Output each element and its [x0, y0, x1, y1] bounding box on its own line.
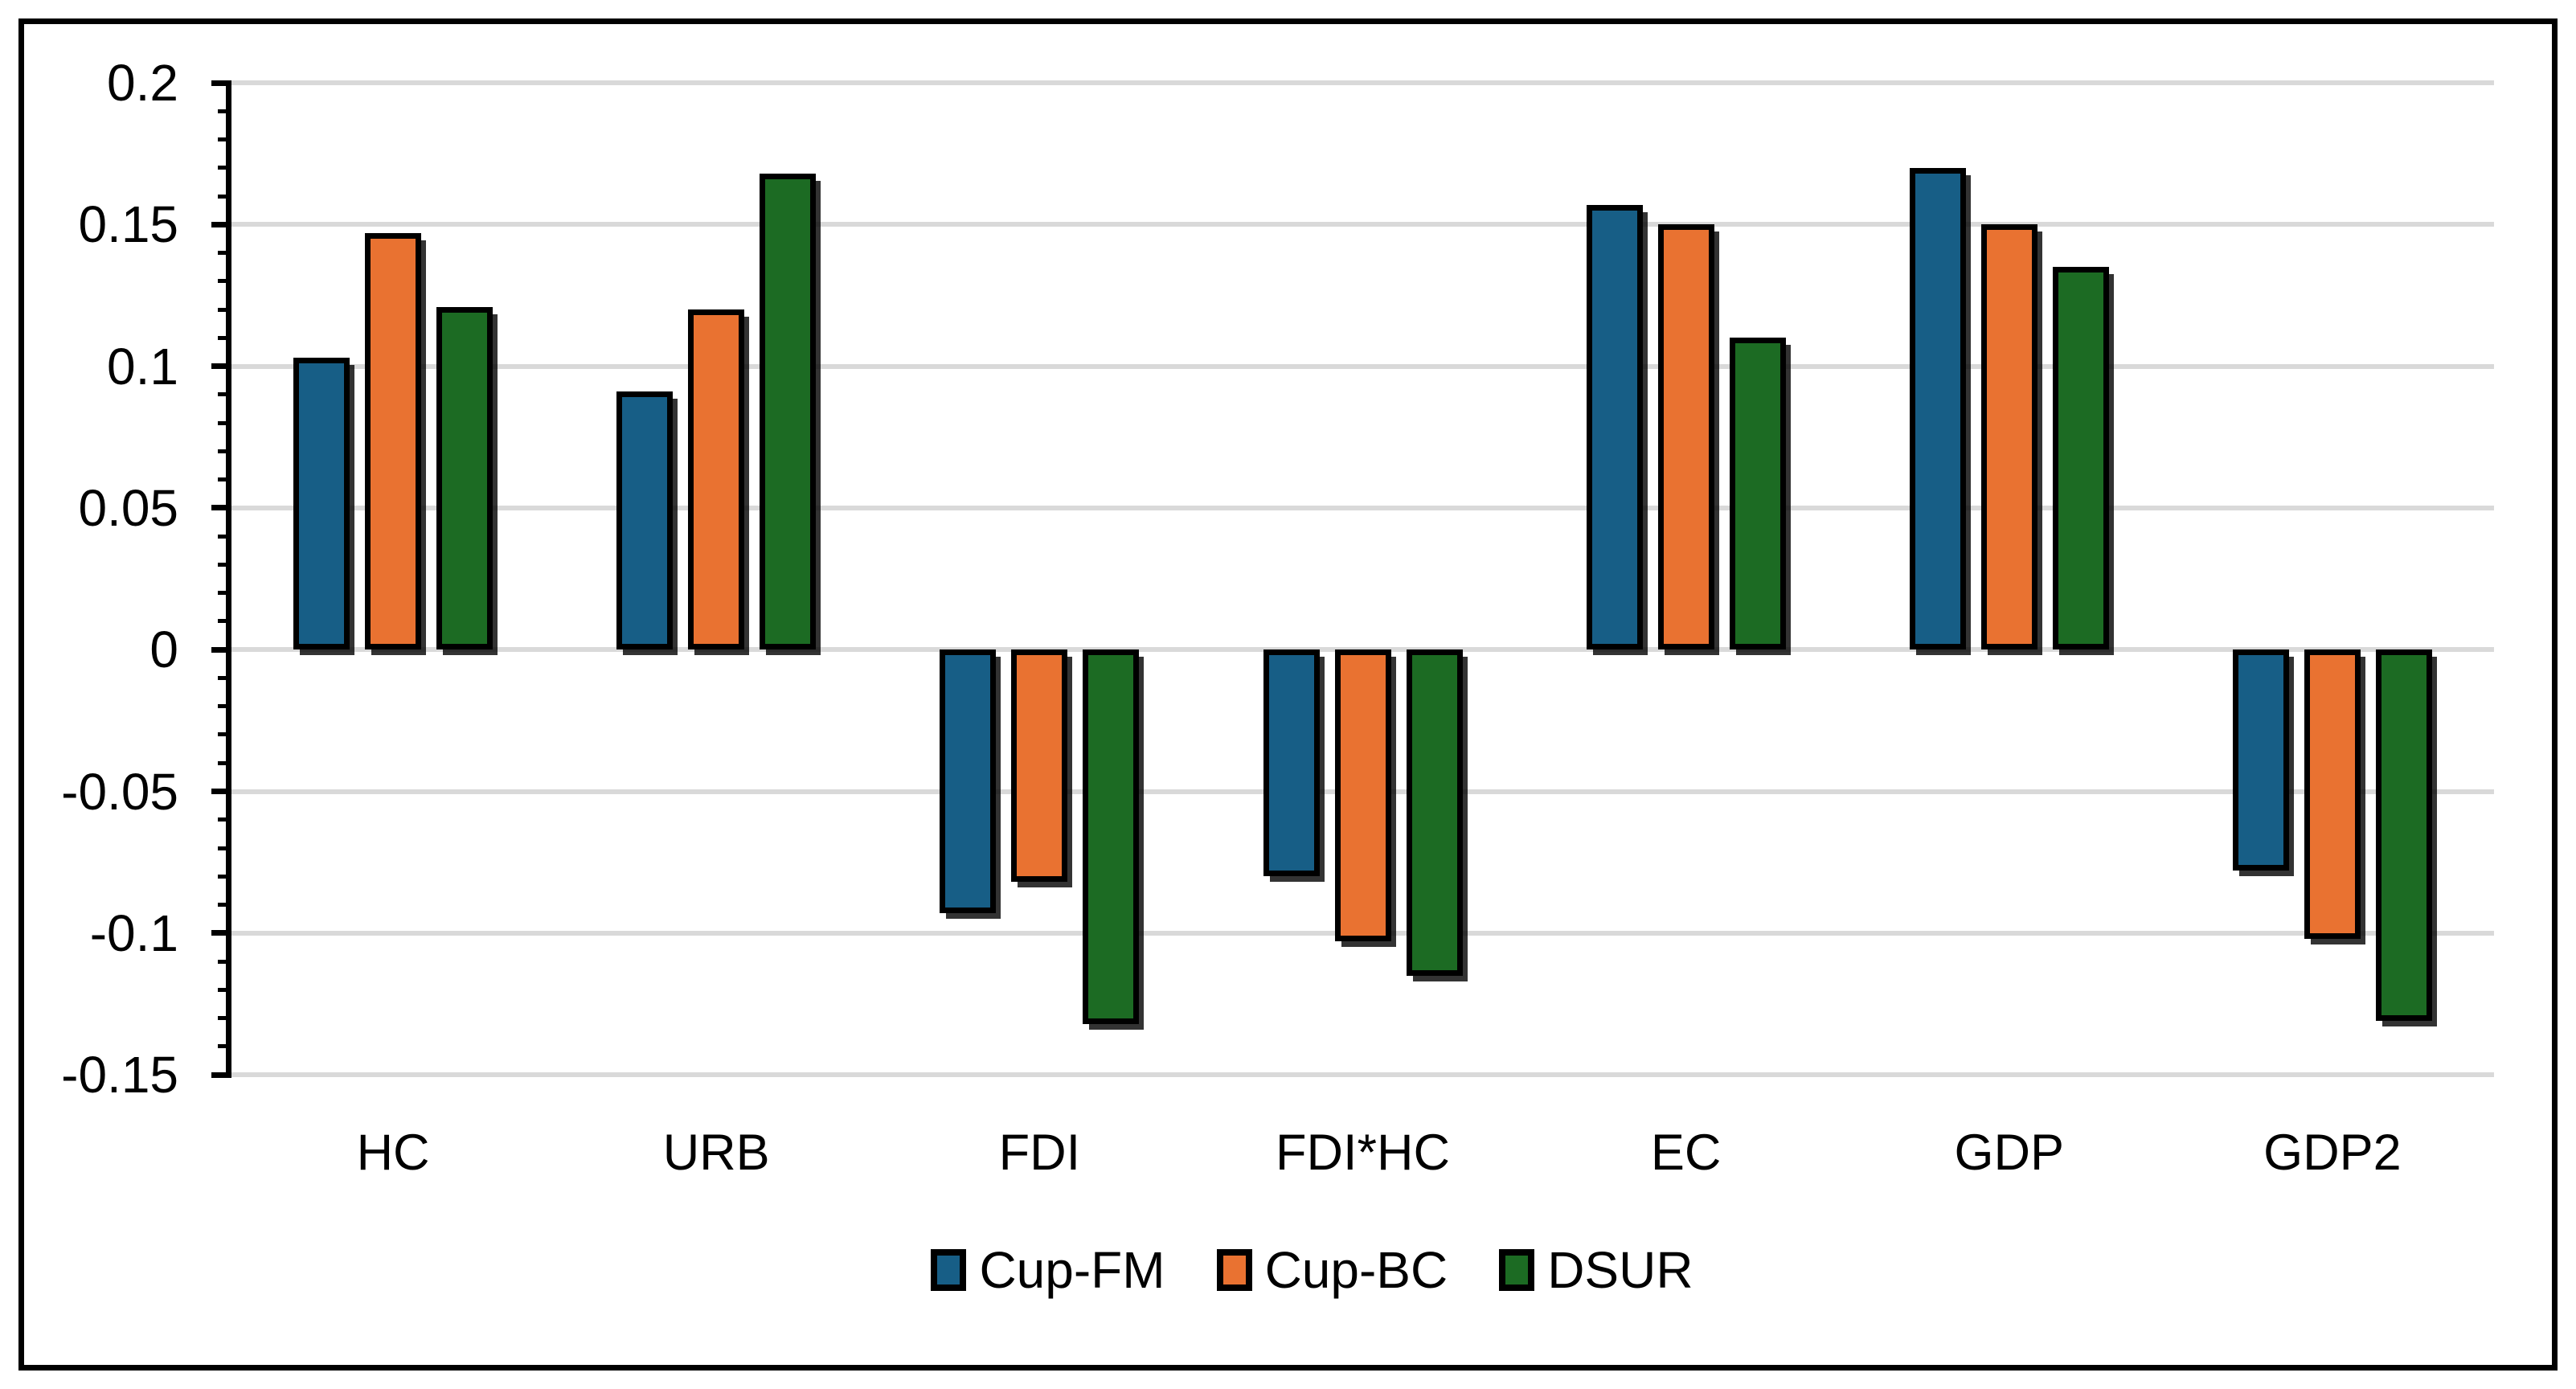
y-minor-tick — [218, 307, 231, 312]
y-minor-tick — [218, 1016, 231, 1021]
y-minor-tick — [218, 166, 231, 170]
y-minor-tick — [218, 562, 231, 567]
gridline-0.2 — [231, 80, 2494, 85]
bar-Cup-BC-EC — [1657, 224, 1714, 650]
y-minor-tick — [218, 591, 231, 596]
y-minor-tick — [218, 534, 231, 539]
bar-Cup-FM-URB — [616, 391, 674, 650]
category-label-GDP: GDP — [1954, 1125, 2065, 1181]
y-minor-tick — [218, 675, 231, 680]
bar-DSUR-FDI*HC — [1406, 649, 1463, 976]
bar-Cup-BC-GDP2 — [2304, 649, 2361, 939]
bar-Cup-FM-FDI — [940, 649, 997, 914]
y-tick-label-0.2: 0.2 — [107, 54, 178, 112]
bar-DSUR-FDI — [1083, 649, 1140, 1024]
y-minor-tick — [218, 392, 231, 397]
bar-DSUR-URB — [760, 173, 817, 650]
y-minor-tick — [218, 704, 231, 709]
y-tick-label-0.15: 0.15 — [78, 195, 178, 254]
bar-Cup-FM-HC — [293, 358, 350, 650]
y-minor-tick — [218, 874, 231, 879]
category-label-HC: HC — [356, 1125, 430, 1181]
y-tick-label--0.1: -0.1 — [89, 903, 178, 962]
y-minor-tick — [218, 194, 231, 199]
bar-Cup-FM-GDP2 — [2232, 649, 2289, 871]
category-label-URB: URB — [662, 1125, 770, 1181]
y-tick-label-0: 0 — [149, 621, 178, 679]
y-minor-tick — [218, 449, 231, 453]
bar-DSUR-EC — [1729, 338, 1786, 650]
category-label-GDP2: GDP2 — [2263, 1125, 2402, 1181]
y-minor-tick — [218, 903, 231, 908]
gridline--0.15 — [231, 1072, 2494, 1078]
legend-label-cup-bc: Cup-BC — [1264, 1241, 1448, 1299]
legend: Cup-FM Cup-BC DSUR — [24, 1244, 2576, 1296]
y-axis-line — [226, 80, 231, 1078]
bar-DSUR-GDP — [2052, 267, 2109, 650]
y-tick-label--0.15: -0.15 — [61, 1046, 178, 1104]
y-minor-tick — [218, 279, 231, 284]
y-minor-tick — [218, 959, 231, 964]
y-tick-label-0.1: 0.1 — [107, 337, 178, 395]
category-label-FDI: FDI — [998, 1125, 1081, 1181]
y-minor-tick — [218, 251, 231, 256]
chart-border-frame — [18, 18, 2558, 1371]
legend-label-dsur: DSUR — [1547, 1241, 1693, 1299]
legend-label-cup-fm: Cup-FM — [979, 1241, 1165, 1299]
y-minor-tick — [218, 1044, 231, 1049]
y-minor-tick — [218, 335, 231, 340]
y-major-tick--0.1 — [211, 930, 231, 936]
y-minor-tick — [218, 817, 231, 822]
y-major-tick--0.05 — [211, 789, 231, 794]
y-major-tick-0.1 — [211, 363, 231, 370]
gridline-0.15 — [231, 222, 2494, 227]
y-minor-tick — [218, 137, 231, 142]
category-label-FDI*HC: FDI*HC — [1276, 1125, 1450, 1181]
y-major-tick-0.05 — [211, 505, 231, 511]
bar-Cup-BC-FDI*HC — [1334, 649, 1391, 942]
y-tick-label--0.05: -0.05 — [61, 762, 178, 821]
legend-swatch-cup-bc — [1216, 1249, 1252, 1291]
y-minor-tick — [218, 987, 231, 992]
bar-Cup-FM-GDP — [1909, 167, 1966, 650]
bar-Cup-FM-EC — [1586, 204, 1643, 650]
bar-Cup-BC-HC — [365, 232, 422, 650]
legend-item-dsur: DSUR — [1499, 1244, 1693, 1296]
bar-DSUR-HC — [436, 306, 493, 650]
bar-Cup-BC-GDP — [1980, 224, 2037, 650]
category-label-EC: EC — [1650, 1125, 1722, 1181]
legend-swatch-cup-fm — [931, 1249, 967, 1291]
y-minor-tick — [218, 732, 231, 737]
gridline-0.05 — [231, 505, 2494, 510]
bar-Cup-FM-FDI*HC — [1263, 649, 1320, 877]
y-minor-tick — [218, 420, 231, 425]
y-major-tick-0 — [211, 646, 231, 653]
legend-item-cup-bc: Cup-BC — [1216, 1241, 1448, 1299]
bar-Cup-BC-FDI — [1011, 649, 1068, 883]
gridline-0.1 — [231, 363, 2494, 369]
legend-item-cup-fm: Cup-FM — [931, 1244, 1165, 1296]
y-major-tick-0.15 — [211, 221, 231, 227]
legend-swatch-dsur — [1499, 1249, 1535, 1291]
y-minor-tick — [218, 846, 231, 850]
bar-DSUR-GDP2 — [2375, 649, 2432, 1022]
bar-Cup-BC-URB — [688, 309, 745, 650]
y-tick-label-0.05: 0.05 — [78, 478, 178, 537]
y-minor-tick — [218, 477, 231, 482]
y-minor-tick — [218, 619, 231, 624]
y-minor-tick — [218, 760, 231, 765]
y-minor-tick — [218, 109, 231, 113]
y-major-tick-0.2 — [211, 80, 231, 86]
y-major-tick--0.15 — [211, 1071, 231, 1078]
